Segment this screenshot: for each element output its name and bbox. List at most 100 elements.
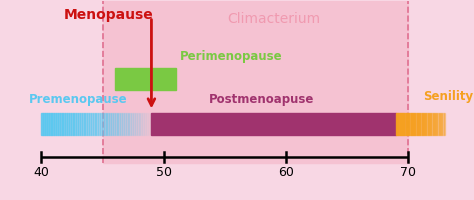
Bar [439, 114, 440, 135]
Bar [438, 114, 439, 135]
Bar [76, 114, 78, 135]
Bar [412, 114, 413, 135]
Bar [442, 114, 444, 135]
Bar [41, 114, 43, 135]
Bar [151, 114, 396, 135]
Bar [417, 114, 418, 135]
Bar [45, 114, 47, 135]
Bar [100, 114, 102, 135]
Bar [89, 114, 91, 135]
Bar [60, 114, 62, 135]
Bar [403, 114, 404, 135]
Bar [144, 114, 146, 135]
Bar [131, 114, 133, 135]
Text: Climacterium: Climacterium [227, 12, 320, 26]
Bar [133, 114, 135, 135]
Bar [56, 114, 58, 135]
Bar [416, 114, 417, 135]
Bar [54, 114, 56, 135]
Bar [413, 114, 414, 135]
Text: 60: 60 [278, 165, 294, 178]
Bar [398, 114, 400, 135]
Text: Senility: Senility [423, 90, 473, 103]
Bar [71, 114, 73, 135]
Bar [117, 114, 118, 135]
Bar [424, 114, 425, 135]
Bar [43, 114, 45, 135]
Bar [408, 114, 410, 135]
Bar [65, 114, 67, 135]
Bar [91, 114, 93, 135]
Bar [429, 114, 430, 135]
Bar [431, 114, 433, 135]
Bar [427, 114, 428, 135]
Bar [428, 114, 429, 135]
Bar [146, 114, 148, 135]
Bar [128, 114, 129, 135]
Bar [434, 114, 435, 135]
Text: Perimenopause: Perimenopause [180, 50, 282, 63]
Bar [423, 114, 424, 135]
Bar [51, 114, 53, 135]
Bar [396, 114, 397, 135]
Bar [397, 114, 398, 135]
Bar [109, 114, 111, 135]
Bar [96, 114, 98, 135]
Text: Premenopause: Premenopause [29, 93, 128, 106]
Bar [135, 114, 137, 135]
Bar [74, 114, 76, 135]
Bar [150, 114, 151, 135]
Bar [118, 114, 120, 135]
Bar [73, 114, 74, 135]
Text: 40: 40 [34, 165, 49, 178]
Bar [421, 114, 423, 135]
Bar [47, 114, 49, 135]
Bar [418, 114, 419, 135]
Bar [120, 114, 122, 135]
Bar [430, 114, 431, 135]
Bar [126, 114, 128, 135]
Bar [124, 114, 126, 135]
Bar [69, 114, 71, 135]
Bar [137, 114, 138, 135]
Bar [148, 114, 150, 135]
Bar [406, 114, 407, 135]
Bar [98, 114, 100, 135]
Bar [433, 114, 434, 135]
Bar [87, 114, 89, 135]
Bar [67, 114, 69, 135]
Bar [115, 69, 176, 90]
Bar [111, 114, 113, 135]
Bar [108, 114, 109, 135]
Bar [85, 114, 87, 135]
Bar [419, 114, 420, 135]
Bar [64, 114, 65, 135]
Bar [140, 114, 142, 135]
Text: 70: 70 [400, 165, 416, 178]
Bar [440, 114, 441, 135]
Bar [95, 114, 96, 135]
Bar [444, 114, 445, 135]
Bar [414, 114, 416, 135]
Bar [401, 114, 402, 135]
Bar [93, 114, 95, 135]
Bar [113, 114, 115, 135]
Bar [404, 114, 406, 135]
Bar [104, 114, 106, 135]
Bar [106, 114, 108, 135]
Bar [49, 114, 51, 135]
Bar [142, 114, 144, 135]
Bar [420, 114, 421, 135]
Bar [400, 114, 401, 135]
Bar [122, 114, 124, 135]
Bar [83, 114, 85, 135]
Bar [407, 114, 408, 135]
Bar [102, 2, 408, 163]
Bar [436, 114, 438, 135]
Bar [441, 114, 442, 135]
Bar [402, 114, 403, 135]
Text: Menopause: Menopause [64, 8, 154, 22]
Bar [410, 114, 412, 135]
Bar [80, 114, 82, 135]
Text: 50: 50 [155, 165, 172, 178]
